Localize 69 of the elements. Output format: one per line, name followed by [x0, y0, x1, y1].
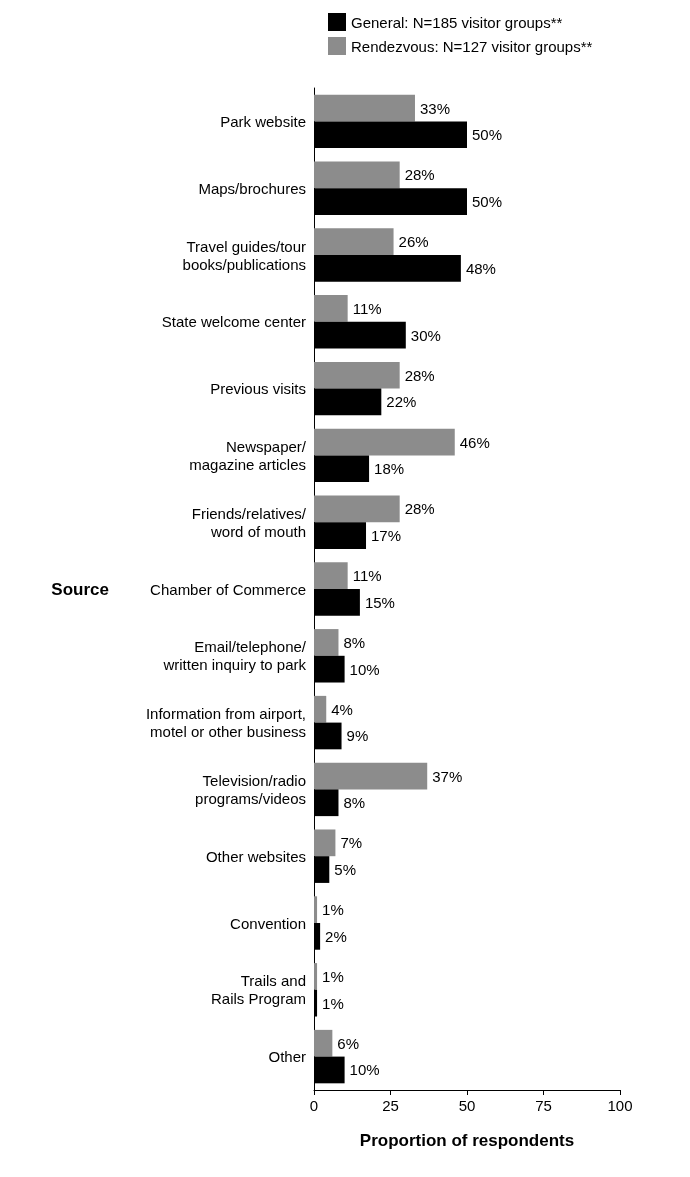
data-label: 1%	[322, 994, 344, 1012]
bar	[314, 829, 336, 857]
bar	[314, 562, 348, 589]
x-tick-label: 0	[309, 1097, 319, 1114]
data-label: 30%	[410, 326, 441, 344]
data-label: 11%	[352, 567, 382, 585]
y-tick-label: State welcome center	[161, 313, 306, 331]
bar	[314, 361, 400, 389]
bar	[314, 295, 348, 322]
data-label: 28%	[404, 366, 435, 384]
data-label: 1%	[322, 901, 344, 919]
x-tick-label: 75	[535, 1097, 552, 1114]
bar	[314, 228, 394, 255]
y-tick-label: Other websites	[205, 847, 306, 865]
y-tick-label: Newspaper/ magazine articles	[189, 437, 307, 473]
bar	[314, 963, 318, 990]
bar	[314, 695, 327, 723]
data-label: 50%	[472, 126, 503, 144]
data-label: 8%	[343, 633, 366, 651]
data-label: 33%	[419, 99, 451, 117]
y-tick-label: Other	[268, 1048, 306, 1066]
data-label: 11%	[352, 299, 382, 317]
data-label: 46%	[459, 433, 490, 451]
data-label: 10%	[349, 660, 380, 678]
bar	[314, 495, 400, 523]
data-label: 7%	[340, 834, 363, 852]
x-axis-title: Proportion of respondents	[359, 1131, 575, 1150]
y-tick-label: Convention	[230, 914, 306, 932]
y-tick-label: Chamber of Commerce	[150, 580, 306, 598]
data-label: 50%	[472, 193, 503, 211]
bar	[314, 94, 415, 122]
data-label: 4%	[331, 700, 353, 718]
x-tick-label: 100	[607, 1097, 633, 1114]
y-tick-label: Email/telephone/ written inquiry to park	[162, 638, 307, 674]
x-tick-label: 50	[458, 1097, 476, 1114]
data-label: 10%	[349, 1061, 380, 1079]
data-label: 48%	[465, 259, 496, 277]
data-label: 8%	[343, 794, 366, 812]
y-tick-label: Maps/brochures	[198, 179, 306, 197]
bar	[314, 896, 318, 923]
data-label: 17%	[371, 527, 402, 545]
data-label: 28%	[404, 166, 435, 184]
data-label: 37%	[432, 767, 463, 785]
bar	[314, 629, 339, 656]
data-label: 9%	[346, 727, 369, 745]
x-tick-label: 25	[382, 1097, 399, 1114]
data-label: 18%	[374, 460, 405, 478]
y-tick-label: Trails and Rails Program	[210, 972, 306, 1008]
y-tick-label: Friends/relatives/ word of mouth	[191, 504, 307, 540]
data-label: 6%	[337, 1034, 360, 1052]
data-label: 28%	[404, 500, 435, 518]
legend-label: General: N=185 visitor groups**	[351, 13, 563, 31]
y-tick-label: Travel guides/tour books/publications	[182, 237, 306, 273]
y-tick-label: Television/radio programs/videos	[195, 771, 306, 807]
y-axis-title: Source	[51, 579, 109, 599]
y-tick-label: Previous visits	[210, 380, 306, 398]
bar	[314, 428, 455, 456]
y-tick-label: Park website	[220, 112, 306, 130]
data-label: 1%	[322, 967, 344, 985]
data-label: 15%	[364, 593, 395, 611]
data-label: 26%	[398, 233, 429, 251]
bar	[314, 762, 428, 790]
legend-label: Rendezvous: N=127 visitor groups**	[351, 37, 593, 55]
y-tick-label: Information from airport, motel or other business	[145, 705, 306, 741]
data-label: 5%	[334, 861, 356, 879]
bar	[314, 161, 400, 189]
bar	[314, 1029, 333, 1057]
data-label: 2%	[325, 927, 347, 945]
data-label: 22%	[386, 393, 417, 411]
